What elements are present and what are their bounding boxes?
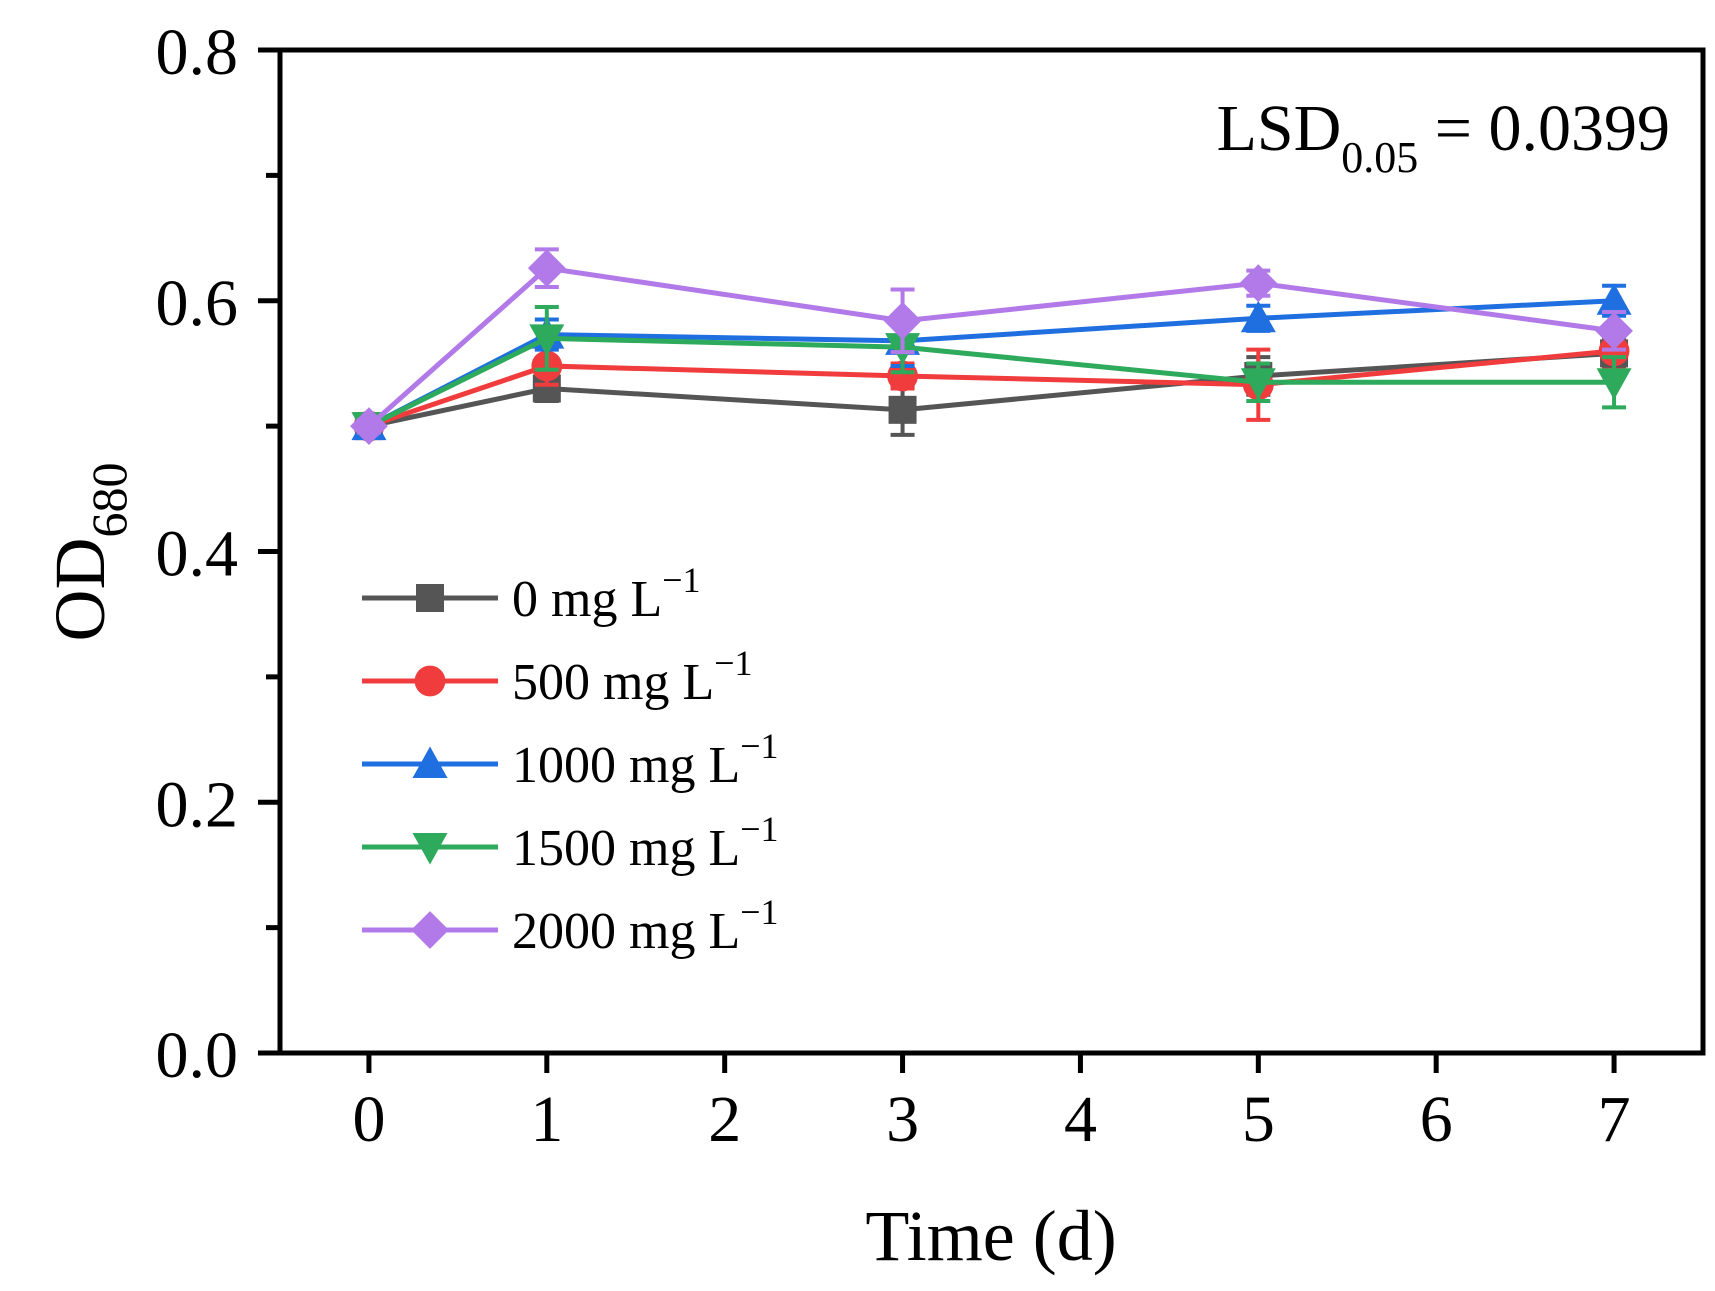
- x-tick-label: 3: [886, 1083, 919, 1156]
- legend-entry-2: 1000 mg L−1: [362, 726, 779, 794]
- x-tick-label: 6: [1420, 1083, 1453, 1156]
- lsd-subscript: 0.05: [1341, 133, 1418, 182]
- legend-marker: [416, 584, 444, 612]
- legend-label-superscript: −1: [740, 892, 778, 932]
- y-tick-label: 0.0: [156, 1019, 239, 1092]
- x-tick-label: 2: [708, 1083, 741, 1156]
- legend-entry-3: 1500 mg L−1: [362, 809, 779, 877]
- data-point: [1596, 283, 1632, 315]
- series-4: [350, 247, 1633, 446]
- y-tick-label: 0.8: [156, 16, 239, 89]
- legend-label: 2000 mg L−1: [512, 892, 779, 960]
- legend-label-name: 500 mg L: [512, 654, 714, 711]
- axis-ticks: 0 1 2 3 4 5 6 7 0.0 0.2 0.4 0.6 0.8: [156, 16, 1631, 1156]
- x-tick-label: 7: [1598, 1083, 1631, 1156]
- legend-marker: [412, 746, 448, 778]
- legend-entry-0: 0 mg L−1: [362, 560, 701, 628]
- legend-marker: [414, 665, 446, 697]
- data-point: [1239, 264, 1278, 303]
- legend-marker: [412, 833, 448, 865]
- data-point: [883, 301, 922, 340]
- lsd-annotation: LSD0.05 = 0.0399: [1217, 92, 1670, 182]
- x-tick-label: 5: [1242, 1083, 1275, 1156]
- legend-label-name: 1500 mg L: [512, 820, 740, 877]
- legend-label-superscript: −1: [740, 726, 778, 766]
- lsd-base: LSD: [1217, 92, 1342, 165]
- legend-label-superscript: −1: [740, 809, 778, 849]
- legend-label: 0 mg L−1: [512, 560, 701, 628]
- data-point: [1240, 368, 1276, 400]
- data-point: [1596, 368, 1632, 400]
- legend-label: 500 mg L−1: [512, 643, 753, 711]
- y-axis-title: OD680: [40, 463, 137, 642]
- legend-label-name: 0 mg L: [512, 571, 662, 628]
- lsd-value: = 0.0399: [1418, 92, 1670, 165]
- legend-entry-4: 2000 mg L−1: [362, 892, 779, 960]
- legend-label-superscript: −1: [714, 643, 752, 683]
- x-tick-label: 4: [1064, 1083, 1097, 1156]
- legend-label-superscript: −1: [662, 560, 700, 600]
- y-axis-title-subscript: 680: [81, 463, 137, 538]
- plot-frame: [277, 47, 1706, 1056]
- data-point: [529, 324, 565, 356]
- y-tick-label: 0.2: [156, 768, 239, 841]
- y-tick-label: 0.6: [156, 267, 239, 340]
- legend-marker: [411, 911, 449, 949]
- data-point: [887, 360, 918, 392]
- legend-entry-1: 500 mg L−1: [362, 643, 753, 711]
- data-point: [350, 407, 388, 446]
- legend-label: 1500 mg L−1: [512, 809, 779, 877]
- data-point: [888, 395, 917, 424]
- x-axis-title: Time (d): [865, 1196, 1116, 1276]
- legend-label-name: 1000 mg L: [512, 737, 740, 794]
- x-tick-label: 0: [352, 1083, 385, 1156]
- y-axis-title-base: OD: [40, 538, 120, 642]
- data-point: [1595, 311, 1633, 350]
- series-layer: [350, 247, 1633, 446]
- x-tick-label: 1: [530, 1083, 563, 1156]
- legend-label-name: 2000 mg L: [512, 903, 740, 960]
- y-tick-label: 0.4: [156, 518, 239, 591]
- legend-label: 1000 mg L−1: [512, 726, 779, 794]
- data-point: [527, 249, 566, 288]
- data-point: [1240, 300, 1276, 333]
